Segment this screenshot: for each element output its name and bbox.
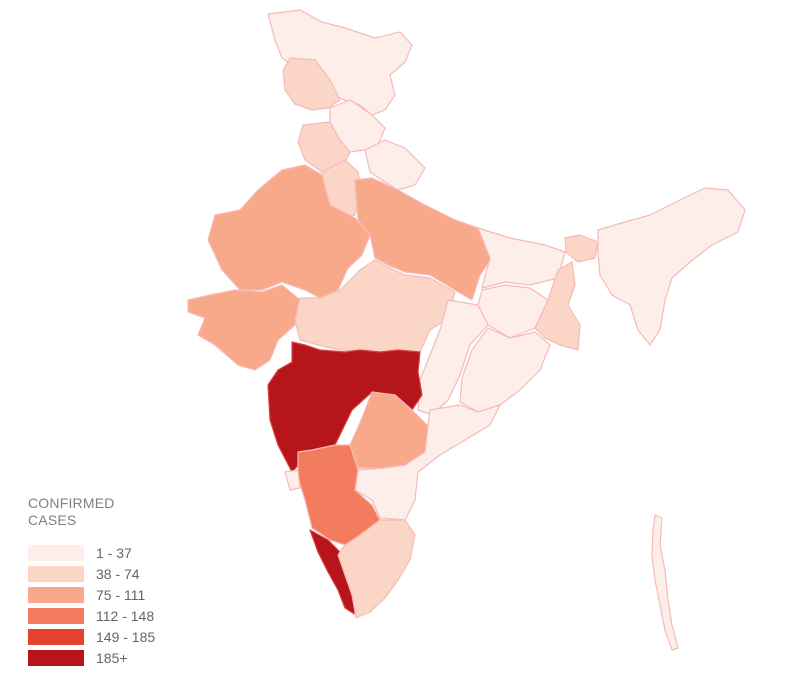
map-legend: CONFIRMED CASES 1 - 37 38 - 74 75 - 111 … (28, 495, 155, 666)
region-sikkim[interactable] (564, 234, 599, 263)
region-northeast[interactable] (597, 187, 746, 346)
legend-label: 38 - 74 (96, 566, 140, 582)
legend-label: 185+ (96, 650, 128, 666)
region-andaman[interactable] (651, 514, 679, 651)
legend-swatch (28, 566, 84, 582)
legend-item: 38 - 74 (28, 566, 228, 583)
region-odisha[interactable] (459, 327, 551, 413)
legend-item: 112 - 148 (28, 608, 228, 625)
region-andhra-pradesh[interactable] (354, 404, 501, 521)
region-rajasthan[interactable] (207, 164, 371, 299)
legend-label: 149 - 185 (96, 629, 156, 645)
region-west-bengal[interactable] (534, 261, 581, 351)
legend-item: 75 - 111 (28, 587, 228, 604)
region-chhattisgarh[interactable] (417, 299, 489, 416)
legend-swatch (28, 650, 84, 666)
legend-label: 1 - 37 (96, 545, 132, 561)
legend-label: 75 - 111 (96, 587, 146, 603)
legend-swatch (28, 545, 84, 561)
region-goa[interactable] (284, 469, 301, 491)
region-gujarat[interactable] (187, 284, 301, 371)
legend-label: 112 - 148 (96, 608, 155, 624)
legend-swatch (28, 608, 84, 624)
legend-title: CONFIRMED CASES (28, 495, 115, 528)
legend-swatch (28, 629, 84, 645)
legend-item: 1 - 37 (28, 545, 228, 562)
region-bihar[interactable] (477, 227, 566, 289)
region-ladakh-pok[interactable] (282, 57, 341, 111)
legend-item: 185+ (28, 650, 228, 667)
legend-swatch (28, 587, 84, 603)
region-tamil-nadu[interactable] (337, 519, 416, 619)
region-uttarakhand[interactable] (364, 139, 426, 191)
legend-item: 149 - 185 (28, 629, 228, 646)
region-uttar-pradesh[interactable] (354, 177, 493, 301)
